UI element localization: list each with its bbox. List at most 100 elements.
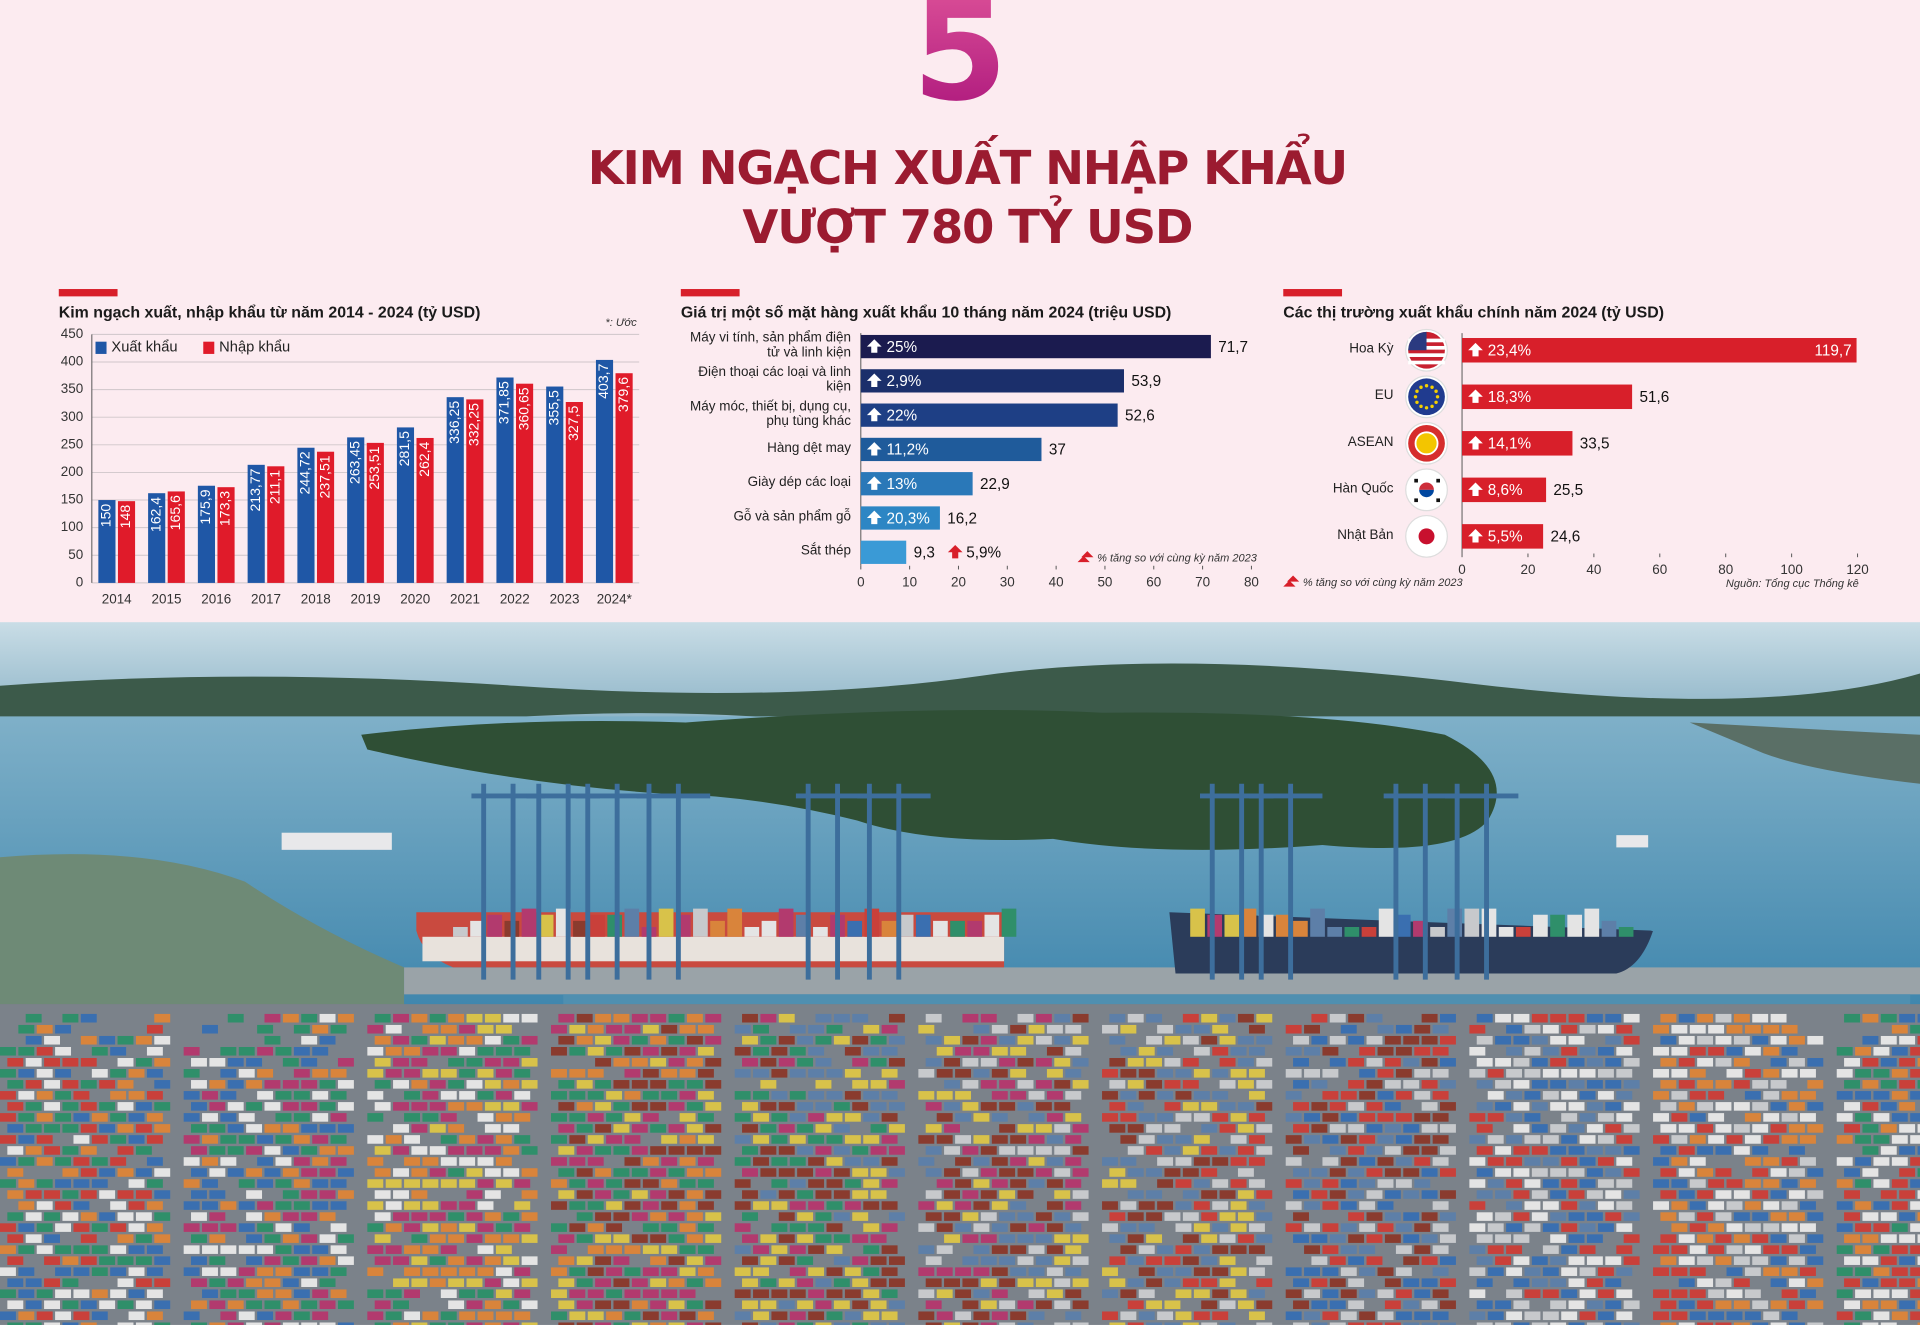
yard-container <box>1568 1168 1585 1177</box>
yard-container <box>301 1035 318 1045</box>
yard-container <box>36 1091 53 1100</box>
yard-container <box>282 1080 299 1089</box>
yard-container <box>797 1234 814 1243</box>
yard-container <box>1395 1046 1412 1056</box>
yard-container <box>1072 1300 1089 1310</box>
yard-container <box>44 1102 60 1111</box>
yard-container <box>1660 1102 1677 1111</box>
yard-container <box>319 1234 336 1243</box>
yard-container <box>1421 1190 1438 1199</box>
yard-container <box>1175 1289 1192 1299</box>
yard-container <box>191 1168 207 1177</box>
yard-container <box>833 1102 850 1111</box>
yard-container <box>778 1146 795 1155</box>
yard-container <box>1359 1091 1376 1100</box>
yard-container <box>337 1146 354 1155</box>
yard-container <box>1653 1201 1669 1210</box>
yard-container <box>1623 1168 1640 1177</box>
yard-container <box>257 1245 274 1254</box>
yard-container <box>385 1201 402 1210</box>
yard-container <box>429 1035 446 1045</box>
yard-container <box>521 1058 538 1067</box>
yard-container <box>1880 1190 1897 1199</box>
yard-container <box>1054 1234 1071 1243</box>
yard-container <box>312 1289 329 1299</box>
yard-container <box>521 1013 538 1023</box>
yard-container <box>1880 1035 1897 1045</box>
yard-container <box>1010 1201 1027 1210</box>
yard-container <box>1329 1035 1346 1045</box>
yard-container <box>613 1322 630 1325</box>
yard-container <box>36 1157 53 1166</box>
yard-container <box>264 1322 281 1325</box>
yard-container <box>606 1245 623 1254</box>
yard-container <box>973 1069 990 1078</box>
yard-container <box>1164 1322 1181 1325</box>
yard-container <box>1017 1234 1034 1243</box>
yard-container <box>1065 1223 1082 1232</box>
yard-container <box>1671 1223 1688 1232</box>
yard-container <box>495 1267 512 1276</box>
yard-container <box>275 1267 292 1276</box>
yard-container <box>18 1135 35 1144</box>
yard-container <box>429 1146 446 1155</box>
yard-container <box>1432 1311 1449 1321</box>
yard-container <box>826 1267 843 1276</box>
yard-container <box>1524 1223 1541 1232</box>
yard-container <box>1120 1201 1137 1210</box>
yard-container <box>1201 1234 1218 1243</box>
yard-container <box>1366 1124 1383 1133</box>
yard-container <box>778 1278 795 1287</box>
yard-container <box>1763 1157 1780 1166</box>
yard-container <box>1689 1311 1706 1321</box>
yard-container <box>925 1300 942 1310</box>
yard-container <box>1146 1190 1163 1199</box>
yard-container <box>1384 1102 1401 1111</box>
yard-container <box>448 1124 465 1133</box>
yard-container <box>367 1179 384 1188</box>
yard-container <box>484 1080 501 1089</box>
yard-container <box>863 1135 880 1144</box>
yard-container <box>1340 1024 1357 1034</box>
yard-container <box>422 1245 439 1254</box>
growth-arrow <box>866 339 882 353</box>
yard-container <box>1910 1201 1920 1210</box>
yard-container <box>1910 1024 1920 1034</box>
note: *: Ước <box>605 317 637 329</box>
yard-container <box>1836 1289 1853 1299</box>
yard-container <box>44 1058 60 1067</box>
yard-container <box>1873 1113 1890 1122</box>
yard-container <box>1046 1289 1063 1299</box>
ship-container <box>1275 914 1291 937</box>
yard-container <box>1010 1179 1027 1188</box>
yard-container <box>936 1091 953 1100</box>
yard-container <box>808 1113 825 1122</box>
yard-container <box>1230 1069 1247 1078</box>
yard-container <box>1550 1300 1567 1310</box>
yard-container <box>1899 1256 1916 1265</box>
yard-container <box>668 1256 685 1265</box>
yard-container <box>686 1102 703 1111</box>
yard-container <box>1660 1124 1677 1133</box>
yard-container <box>606 1046 623 1056</box>
yard-container <box>257 1069 274 1078</box>
yard-container <box>1322 1069 1339 1078</box>
yard-container <box>110 1091 127 1100</box>
yard-container <box>1421 1080 1438 1089</box>
yard-container <box>62 1278 79 1287</box>
yard-container <box>1891 1046 1908 1056</box>
yard-container <box>1065 1201 1082 1210</box>
yard-container <box>1788 1035 1805 1045</box>
yard-container <box>1322 1223 1339 1232</box>
yard-container <box>569 1024 586 1034</box>
yard-container <box>146 1091 163 1100</box>
yard-container <box>973 1135 990 1144</box>
yard-container <box>1421 1168 1438 1177</box>
yard-container <box>1917 1146 1920 1155</box>
yard-container <box>679 1311 696 1321</box>
yard-container <box>422 1179 439 1188</box>
yard-container <box>1513 1058 1530 1067</box>
yard-container <box>1414 1245 1431 1254</box>
yard-container <box>808 1157 825 1166</box>
ship-container <box>487 914 503 937</box>
